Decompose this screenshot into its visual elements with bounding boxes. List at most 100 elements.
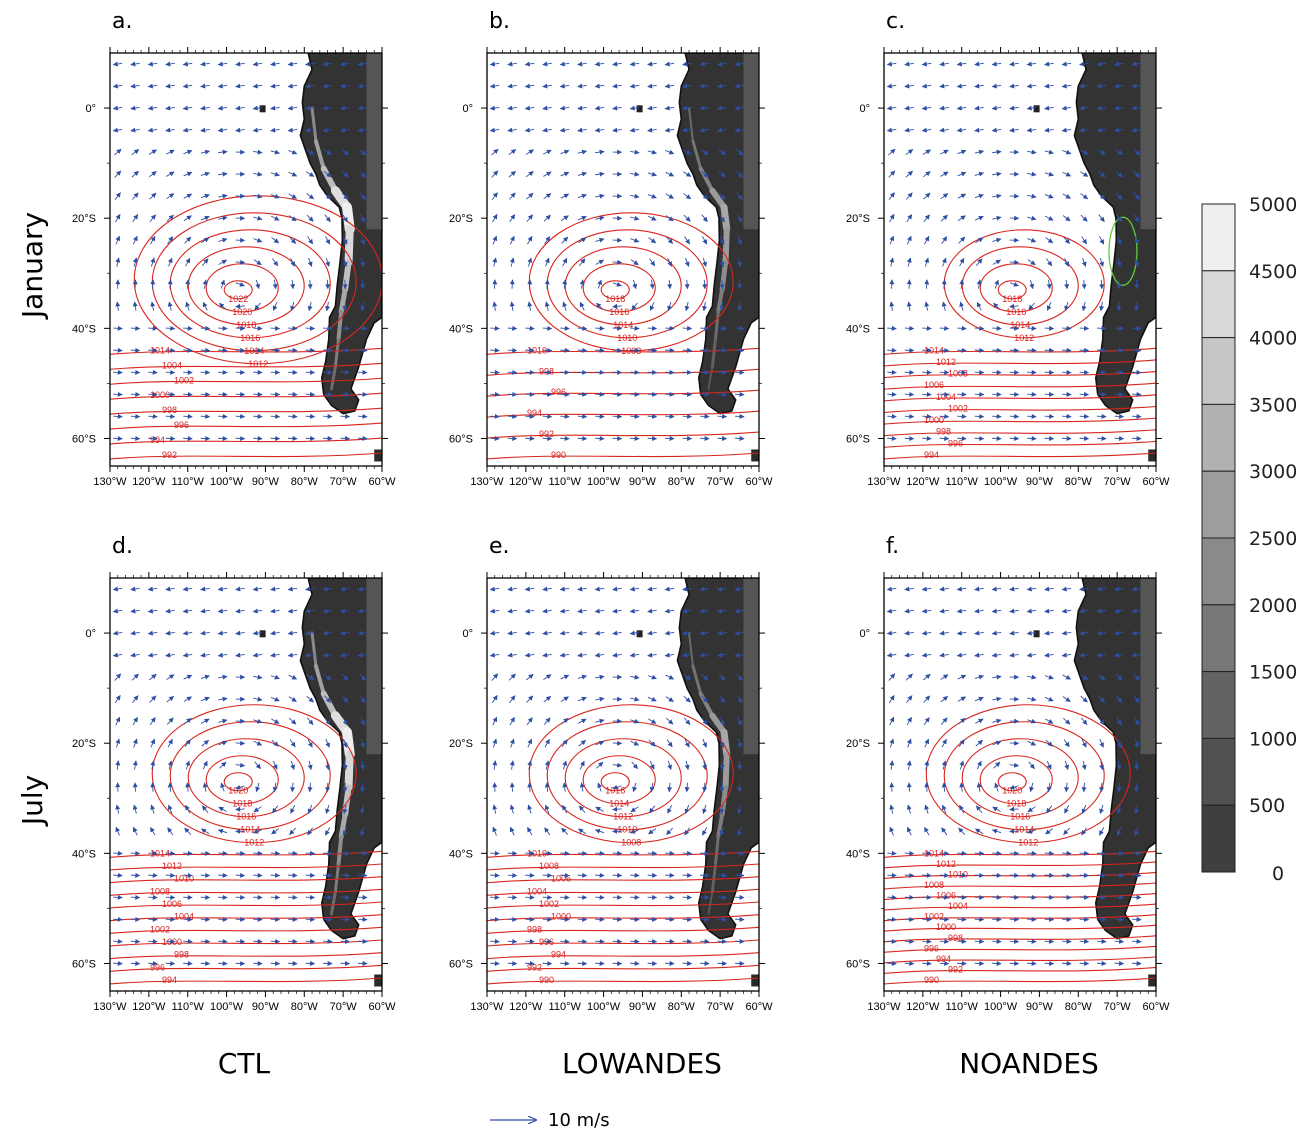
wind-vector xyxy=(684,301,690,312)
wind-vector xyxy=(886,83,897,89)
panel-letter: a. xyxy=(112,9,132,34)
colorbar-label: 3500 xyxy=(1249,394,1297,416)
contour-label: 1004 xyxy=(174,912,194,922)
lon-tick-label: 110°W xyxy=(549,476,582,488)
andes-segment xyxy=(313,139,326,171)
wind-vector xyxy=(527,257,533,267)
wind-vector xyxy=(307,827,314,836)
lon-tick-label: 100°W xyxy=(587,1001,621,1013)
wind-vector xyxy=(629,586,640,592)
colorbar-box xyxy=(1201,470,1236,539)
contour-label: 1006 xyxy=(162,899,182,909)
wind-vector xyxy=(559,61,570,67)
wind-vector xyxy=(253,237,263,243)
lon-tick-label: 90°W xyxy=(252,1001,280,1013)
wind-vector xyxy=(272,302,278,311)
colorbar-label: 4500 xyxy=(1249,261,1297,283)
wind-vector xyxy=(542,586,552,592)
wind-vector xyxy=(956,61,967,67)
contour-label: 994 xyxy=(527,408,542,418)
pressure-contour xyxy=(187,738,305,818)
wind-vector xyxy=(559,105,570,111)
wind-vector xyxy=(132,760,138,770)
wind-vector xyxy=(524,105,535,111)
andes-segment xyxy=(688,632,694,668)
wind-vector xyxy=(114,148,122,156)
pressure-contour xyxy=(961,246,1079,326)
panel-letter: d. xyxy=(112,534,133,559)
wind-vector xyxy=(1096,127,1107,133)
wind-vector xyxy=(1044,127,1054,133)
wind-vector xyxy=(200,696,210,702)
wind-vector xyxy=(235,303,245,309)
wind-vector xyxy=(1046,258,1053,267)
wind-vector xyxy=(288,149,298,155)
wind-vector xyxy=(165,83,175,89)
wind-vector xyxy=(718,170,726,178)
wind-vector xyxy=(253,171,263,177)
wind-vector xyxy=(1009,259,1020,265)
wind-vector xyxy=(594,105,605,111)
wind-vector xyxy=(270,149,280,155)
wind-vector xyxy=(112,83,123,89)
lat-tick-label: 60°S xyxy=(449,958,473,970)
lon-tick-label: 60°W xyxy=(745,476,773,488)
wind-vector xyxy=(489,586,500,592)
colorbar-label: 2000 xyxy=(1249,595,1297,617)
wind-vector xyxy=(1045,237,1054,244)
wind-vector xyxy=(509,214,516,223)
wind-vector xyxy=(647,105,657,111)
wind-vector xyxy=(306,193,315,200)
contour-label: 1010 xyxy=(174,874,194,884)
wind-vector xyxy=(1009,806,1019,812)
wind-vector xyxy=(737,301,743,312)
wind-vector xyxy=(115,760,121,770)
wind-vector xyxy=(270,193,280,199)
pressure-contour xyxy=(582,755,656,805)
wind-vector xyxy=(717,105,727,111)
pressure-contour xyxy=(487,863,759,871)
contour-label: 992 xyxy=(162,450,177,460)
contour-label: 1010 xyxy=(617,825,637,835)
wind-vector xyxy=(1115,149,1124,156)
wind-vector xyxy=(322,608,333,614)
wind-vector xyxy=(1099,782,1105,793)
contour-label: 1018 xyxy=(605,294,625,304)
wind-vector xyxy=(305,586,315,592)
wind-vector xyxy=(959,257,965,267)
pressure-contour xyxy=(884,429,1156,437)
wind-vector xyxy=(889,213,895,223)
wind-vector xyxy=(924,257,930,267)
contour-label: 994 xyxy=(150,435,165,445)
lon-tick-label: 80°W xyxy=(291,1001,319,1013)
andes-segment xyxy=(707,890,714,915)
contour-label: 1012 xyxy=(1014,333,1034,343)
wind-vector xyxy=(114,192,121,201)
wind-vector xyxy=(235,83,245,89)
lat-tick-label: 0° xyxy=(462,103,473,115)
wind-vector xyxy=(699,127,710,133)
pressure-contour xyxy=(110,407,382,415)
wind-vector xyxy=(150,782,156,792)
wind-vector xyxy=(219,302,227,310)
wind-vector xyxy=(271,739,279,747)
pressure-contour xyxy=(110,964,382,972)
wind-vector xyxy=(921,105,932,111)
wind-vector xyxy=(631,302,638,311)
wind-vector xyxy=(306,171,315,177)
wind-vector xyxy=(150,760,156,770)
contour-label: 1020 xyxy=(228,786,248,796)
wind-vector xyxy=(630,193,640,199)
wind-vector xyxy=(182,608,193,614)
wind-vector xyxy=(595,171,605,177)
pressure-contour xyxy=(223,772,253,792)
wind-vector xyxy=(1061,61,1072,67)
wind-vector xyxy=(340,630,350,636)
lon-tick-label: 130°W xyxy=(93,476,127,488)
wind-vector xyxy=(220,782,226,792)
wind-vector xyxy=(1026,127,1037,133)
pressure-contour xyxy=(487,876,759,884)
wind-vector xyxy=(665,171,675,177)
wind-vector xyxy=(218,171,228,177)
